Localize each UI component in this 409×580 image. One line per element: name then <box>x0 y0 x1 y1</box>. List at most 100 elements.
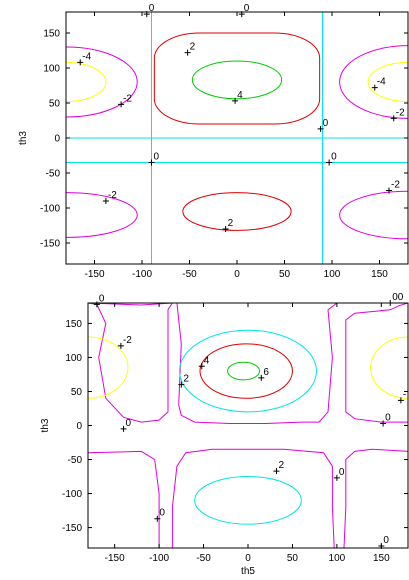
y-tick-label: -100 <box>62 489 82 500</box>
contour-marker <box>117 342 124 349</box>
x-tick-label: 100 <box>329 553 346 564</box>
contour-label: 0 <box>331 152 337 163</box>
contour-label: - <box>403 389 406 400</box>
contour-line-zero <box>88 450 160 548</box>
contour-label: 2 <box>183 374 189 385</box>
contour-line <box>66 192 138 238</box>
contour-marker <box>198 363 205 370</box>
y-tick-label: -150 <box>62 523 82 534</box>
contour-label: -2 <box>123 93 132 104</box>
x-tick-label: 100 <box>324 269 341 280</box>
y-axis-label: th3 <box>18 131 29 145</box>
contour-marker <box>317 125 324 132</box>
contour-line <box>339 45 408 119</box>
plot-area <box>66 12 408 264</box>
contour-marker <box>77 59 84 66</box>
contour-line <box>66 46 138 118</box>
contour-line-zero <box>88 303 173 306</box>
contour-line <box>191 60 283 100</box>
contour-label: 0 <box>126 418 132 429</box>
contour-label: -2 <box>391 180 400 191</box>
x-tick-label: 50 <box>287 553 299 564</box>
contour-line <box>182 192 292 231</box>
y-tick-label: 0 <box>76 421 82 432</box>
y-axis-label: th3 <box>40 418 51 432</box>
contour-label: 0 <box>149 3 155 14</box>
y-tick-label: 100 <box>43 64 60 75</box>
y-tick-label: 0 <box>54 134 60 145</box>
x-tick-label: 150 <box>373 553 390 564</box>
contour-marker <box>154 515 161 522</box>
contour-label: 00 <box>392 292 404 303</box>
contour-label: -4 <box>377 77 386 88</box>
y-tick-label: 50 <box>49 99 61 110</box>
contour-marker <box>120 425 127 432</box>
contour-line <box>367 61 408 103</box>
contour-label: 0 <box>383 535 389 546</box>
contour-line-zero <box>171 448 335 548</box>
contour-marker <box>333 474 340 481</box>
contour-label: 2 <box>228 218 234 229</box>
contour-label: 6 <box>263 367 269 378</box>
x-tick-label: -50 <box>182 269 197 280</box>
chart-top: 0 0 -4 2 -4 4 -2 -2 0 0 0 -2 -2 2 -150 -100 -50 0 50 100 150… <box>18 3 409 280</box>
contour-line <box>153 32 321 125</box>
x-tick-label: -150 <box>105 553 125 564</box>
contour-label: 0 <box>99 293 105 304</box>
contour-marker <box>148 159 155 166</box>
contour-label: 2 <box>190 42 196 53</box>
contour-line-zero <box>88 303 173 423</box>
contour-label: 4 <box>237 90 243 101</box>
contour-line <box>339 190 408 240</box>
contour-marker <box>184 49 191 56</box>
x-tick-label: 150 <box>371 269 388 280</box>
contour-line <box>199 343 293 399</box>
y-tick-label: -150 <box>40 239 60 250</box>
contour-marker <box>397 397 404 404</box>
contour-label: 0 <box>385 412 391 423</box>
contour-marker <box>258 374 265 381</box>
contour-label: 0 <box>323 118 329 129</box>
y-tick-label: 50 <box>71 387 83 398</box>
contour-line-zero <box>176 303 338 424</box>
contour-label: -2 <box>396 107 405 118</box>
y-tick-label: -100 <box>40 204 60 215</box>
contour-marker <box>222 226 229 232</box>
contour-label: 2 <box>278 460 284 471</box>
x-tick-label: -50 <box>196 553 211 564</box>
contour-marker <box>326 159 333 166</box>
x-axis-label: th5 <box>241 566 255 577</box>
x-tick-label: 0 <box>245 553 251 564</box>
contour-marker <box>118 101 125 108</box>
x-tick-label: -150 <box>84 269 104 280</box>
contour-label: 0 <box>244 3 250 14</box>
contour-line <box>66 61 107 103</box>
x-tick-label: 0 <box>234 269 240 280</box>
contour-label: 0 <box>339 467 345 478</box>
y-tick-label: 150 <box>65 319 82 330</box>
y-tick-label: -50 <box>68 455 83 466</box>
contour-label: -4 <box>82 51 91 62</box>
contour-marker <box>232 97 239 104</box>
contour-line <box>88 336 129 399</box>
y-tick-label: -50 <box>46 169 61 180</box>
contour-line <box>227 361 261 381</box>
contour-line-zero <box>345 303 408 423</box>
contour-marker <box>102 198 109 204</box>
contour-label: 0 <box>159 508 165 519</box>
contour-marker <box>371 84 378 91</box>
y-tick-label: 150 <box>43 29 60 40</box>
contour-marker <box>380 420 387 427</box>
contour-marker <box>178 381 185 388</box>
contour-label: 0 <box>154 152 160 163</box>
contour-marker <box>390 115 397 122</box>
plot-area <box>88 303 408 548</box>
y-tick-label: 100 <box>65 353 82 364</box>
contour-line <box>194 476 302 525</box>
x-tick-label: -100 <box>149 553 169 564</box>
x-tick-label: -100 <box>132 269 152 280</box>
contour-line <box>179 329 317 413</box>
x-tick-label: 50 <box>279 269 291 280</box>
